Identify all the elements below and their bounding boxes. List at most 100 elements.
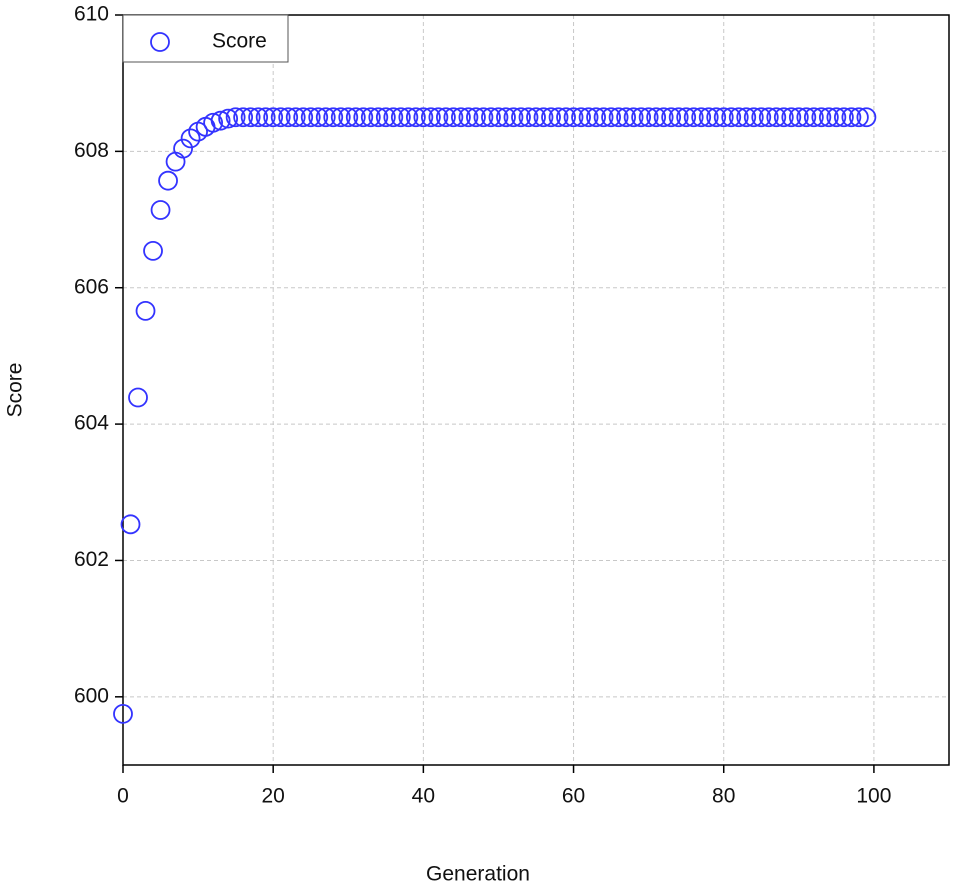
point	[563, 107, 584, 128]
point	[758, 107, 779, 128]
point	[593, 107, 614, 128]
point	[826, 107, 847, 128]
point	[466, 107, 486, 128]
point	[158, 170, 178, 191]
point	[375, 107, 396, 128]
point	[443, 107, 464, 128]
point	[571, 107, 591, 128]
point	[218, 108, 239, 129]
point	[473, 107, 494, 128]
point	[856, 107, 877, 128]
point	[661, 107, 682, 128]
point	[435, 107, 456, 128]
point	[413, 107, 434, 128]
point	[623, 107, 644, 128]
point	[811, 107, 832, 128]
legend-marker	[150, 32, 170, 52]
point	[578, 107, 599, 128]
point	[511, 107, 531, 128]
point	[638, 107, 659, 128]
point	[300, 107, 321, 128]
plot-frame	[122, 14, 950, 766]
point	[345, 107, 366, 128]
point	[383, 107, 404, 128]
y-tick-label: 606	[74, 275, 109, 298]
point	[841, 107, 862, 128]
x-tick-label: 100	[856, 785, 891, 808]
legend-box	[122, 14, 289, 63]
x-tick-label: 80	[712, 785, 735, 808]
point	[781, 107, 802, 128]
point	[676, 107, 697, 128]
point	[818, 107, 839, 128]
point	[270, 107, 291, 128]
point	[225, 107, 246, 128]
point	[368, 107, 389, 128]
point	[293, 107, 314, 128]
point	[120, 514, 141, 535]
point	[691, 107, 712, 128]
point	[683, 107, 704, 128]
x-tick-label: 0	[117, 785, 129, 808]
point	[165, 151, 186, 172]
point	[428, 107, 449, 128]
point	[698, 107, 719, 128]
point	[398, 107, 419, 128]
y-axis-title: Score	[4, 363, 27, 418]
x-tick-label: 20	[262, 785, 285, 808]
x-tick-label: 60	[562, 785, 585, 808]
point	[150, 200, 171, 220]
legend-label: Score	[212, 30, 267, 53]
point	[451, 107, 471, 128]
point	[315, 107, 336, 128]
point	[728, 107, 749, 128]
point	[135, 301, 156, 321]
point	[278, 107, 299, 128]
point	[751, 107, 772, 128]
point	[586, 107, 606, 128]
point	[285, 107, 306, 128]
point	[113, 703, 133, 724]
point	[308, 107, 329, 128]
point	[713, 107, 734, 128]
point	[240, 107, 261, 128]
point	[601, 107, 621, 128]
point	[556, 107, 576, 128]
point	[143, 241, 163, 261]
point	[533, 107, 554, 128]
y-tick-label: 608	[74, 139, 109, 162]
y-tick-label: 602	[74, 548, 109, 571]
point	[668, 107, 689, 128]
point	[390, 107, 411, 128]
point	[338, 107, 359, 128]
point	[503, 107, 524, 128]
point	[526, 107, 546, 128]
point	[210, 110, 231, 131]
point	[420, 107, 441, 128]
point	[646, 107, 667, 128]
point	[518, 107, 539, 128]
point	[541, 107, 561, 128]
x-tick-label: 40	[412, 785, 435, 808]
point	[788, 107, 809, 128]
point	[631, 107, 652, 128]
point	[706, 107, 727, 128]
point	[263, 107, 284, 128]
point	[796, 107, 817, 128]
point	[848, 107, 869, 128]
point	[766, 107, 787, 128]
x-axis-title: Generation	[426, 863, 530, 886]
point	[180, 128, 201, 149]
point	[803, 107, 824, 128]
point	[488, 107, 509, 128]
point	[548, 107, 569, 128]
y-tick-label: 600	[74, 684, 109, 707]
y-tick-label: 604	[74, 412, 109, 435]
point	[173, 138, 193, 159]
point	[743, 107, 764, 128]
point	[653, 107, 674, 128]
point	[496, 107, 516, 128]
point	[323, 107, 344, 128]
point	[233, 107, 254, 128]
